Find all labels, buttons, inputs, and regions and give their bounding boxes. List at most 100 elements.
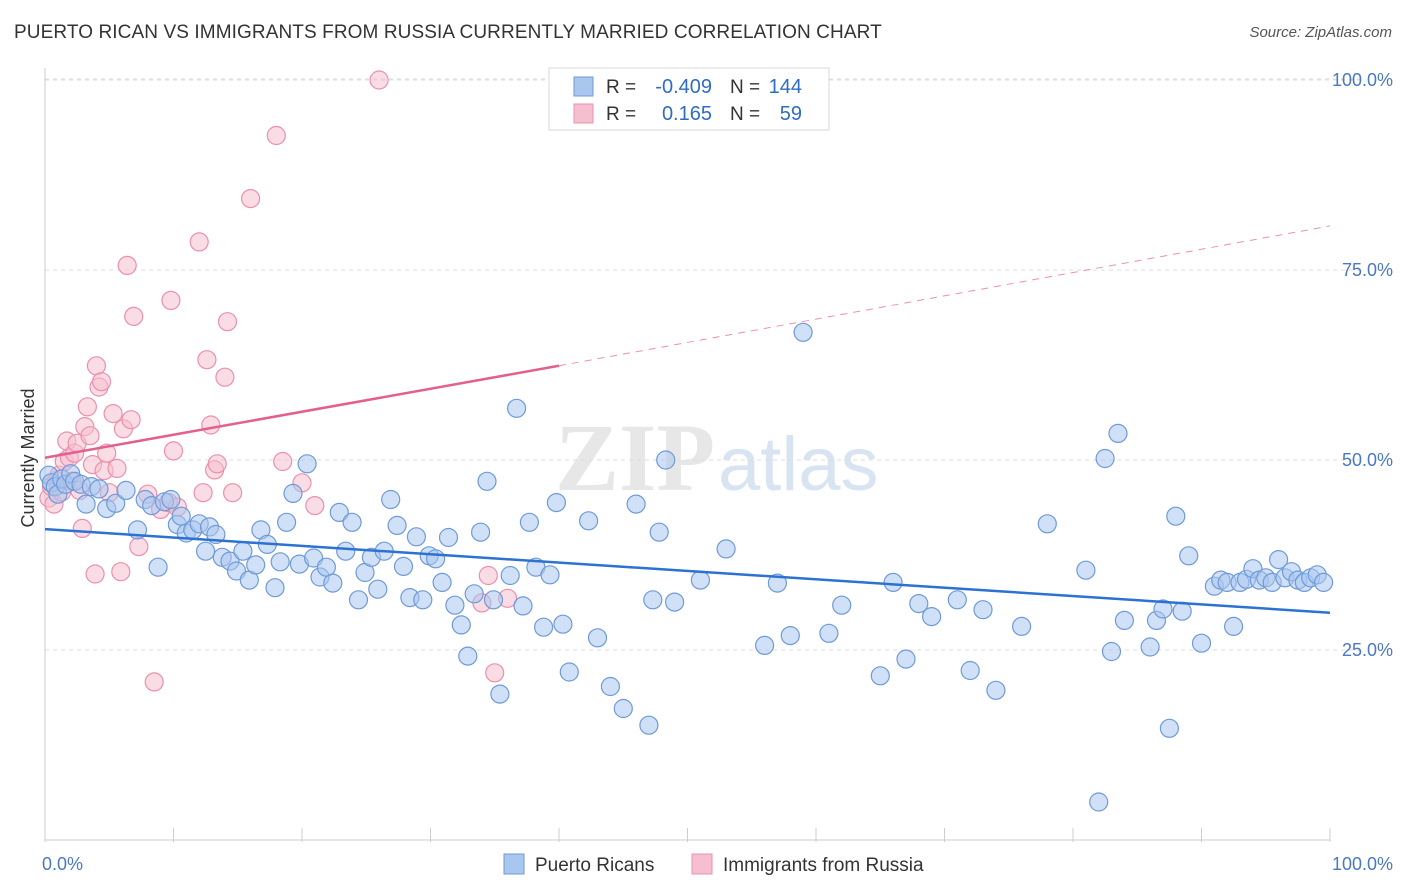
- russia-point-47: [217, 312, 238, 332]
- puerto-rican-point-103: [896, 649, 916, 669]
- puerto-rican-point-107: [960, 660, 980, 681]
- legend-r-label-1: R =: [606, 77, 636, 98]
- puerto-rican-point-78: [533, 617, 554, 637]
- russia-point-30: [121, 410, 141, 430]
- puerto-rican-point-53: [368, 579, 388, 599]
- series-legend: Puerto Ricans Immigrants from Russia: [503, 853, 924, 876]
- russia-point-29: [117, 255, 137, 275]
- puerto-rican-point-60: [413, 590, 433, 610]
- puerto-rican-point-20: [161, 489, 181, 510]
- puerto-rican-point-100: [832, 595, 852, 615]
- puerto-rican-point-62: [426, 549, 446, 569]
- puerto-rican-point-74: [506, 398, 527, 418]
- puerto-rican-point-118: [1140, 637, 1160, 657]
- puerto-rican-point-9: [76, 494, 96, 514]
- russia-point-27: [111, 562, 131, 582]
- russia-point-31: [124, 306, 144, 326]
- puerto-rican-point-83: [578, 511, 599, 531]
- puerto-rican-point-122: [1166, 506, 1186, 526]
- watermark-zip: ZIP: [555, 404, 715, 511]
- russia-point-13: [72, 518, 92, 539]
- puerto-rican-point-81: [553, 614, 573, 634]
- puerto-rican-point-93: [690, 570, 711, 590]
- bottom-legend-swatch-blue: [503, 853, 525, 875]
- trend-lines: [44, 225, 1331, 615]
- puerto-rican-point-85: [600, 676, 621, 697]
- russia-point-43: [201, 415, 221, 435]
- puerto-rican-point-111: [1037, 514, 1057, 534]
- puerto-rican-point-72: [490, 684, 510, 704]
- puerto-rican-point-136: [1268, 549, 1289, 570]
- puerto-rican-point-120: [1153, 599, 1173, 619]
- y-tick-label-3: 100.0%: [1332, 70, 1393, 90]
- puerto-rican-point-46: [323, 573, 343, 593]
- y-axis-label: Currently Married: [18, 388, 38, 527]
- chart-title: PUERTO RICAN VS IMMIGRANTS FROM RUSSIA C…: [14, 22, 882, 43]
- puerto-rican-point-11: [89, 479, 109, 499]
- puerto-rican-point-91: [656, 450, 676, 470]
- puerto-rican-point-40: [283, 483, 303, 503]
- trend-line-puerto-ricans: [44, 527, 1331, 615]
- puerto-rican-point-104: [909, 593, 929, 614]
- trend-line-russia-solid: [44, 364, 560, 459]
- puerto-rican-point-109: [986, 680, 1006, 700]
- puerto-rican-point-47: [329, 502, 349, 523]
- russia-point-54: [369, 70, 389, 90]
- legend-swatch-pink: [573, 103, 594, 124]
- russia-point-21: [91, 372, 112, 392]
- grid: [45, 78, 1365, 651]
- puerto-rican-point-143: [1313, 572, 1334, 593]
- puerto-rican-point-45: [316, 557, 336, 577]
- puerto-rican-point-14: [116, 480, 136, 500]
- puerto-rican-point-66: [451, 615, 471, 635]
- puerto-rican-point-82: [559, 662, 579, 682]
- puerto-rican-point-89: [643, 590, 663, 610]
- puerto-rican-point-86: [613, 698, 633, 719]
- russia-point-45: [207, 454, 227, 474]
- source-label: Source: ZipAtlas.com: [1249, 24, 1392, 41]
- puerto-rican-point-73: [500, 565, 520, 586]
- russia-point-46: [215, 367, 235, 387]
- puerto-rican-point-50: [348, 590, 369, 610]
- puerto-rican-point-32: [233, 541, 253, 561]
- puerto-rican-point-88: [639, 715, 659, 735]
- legend-n-value-1: 144: [769, 76, 802, 98]
- puerto-rican-point-37: [265, 578, 285, 598]
- puerto-rican-point-99: [819, 623, 839, 643]
- x-tick-label-0: 0.0%: [42, 854, 83, 874]
- puerto-rican-point-102: [883, 572, 903, 593]
- puerto-rican-point-114: [1095, 448, 1115, 469]
- legend-swatch-blue: [573, 76, 594, 97]
- puerto-rican-point-67: [458, 646, 478, 666]
- puerto-rican-point-121: [1159, 718, 1180, 738]
- puerto-rican-point-123: [1172, 601, 1192, 621]
- correlation-legend: R = -0.409 N = 144 R = 0.165 N = 59: [548, 67, 830, 131]
- y-tick-label-1: 50.0%: [1342, 450, 1393, 470]
- puerto-rican-point-71: [483, 590, 504, 610]
- y-tick-label-0: 25.0%: [1342, 640, 1393, 660]
- puerto-rican-point-64: [438, 527, 459, 548]
- russia-point-48: [223, 483, 243, 503]
- puerto-rican-point-63: [432, 572, 452, 593]
- puerto-rican-point-116: [1108, 423, 1128, 443]
- puerto-rican-point-42: [297, 454, 317, 474]
- watermark-atlas: atlas: [718, 422, 879, 507]
- legend-r-value-1: -0.409: [655, 76, 712, 98]
- puerto-rican-point-76: [519, 512, 540, 532]
- puerto-rican-point-84: [587, 628, 608, 648]
- puerto-rican-point-65: [445, 595, 465, 615]
- y-tick-label-2: 75.0%: [1342, 260, 1393, 280]
- russia-point-49: [241, 189, 261, 209]
- series-puerto-ricans: [39, 322, 1334, 812]
- russia-point-16: [80, 426, 100, 446]
- puerto-rican-point-98: [793, 322, 813, 342]
- russia-point-34: [144, 672, 164, 692]
- puerto-rican-point-125: [1191, 633, 1212, 653]
- russia-point-40: [189, 232, 209, 252]
- puerto-rican-point-96: [767, 573, 788, 593]
- puerto-rican-point-113: [1089, 792, 1109, 812]
- russia-point-25: [103, 404, 123, 424]
- puerto-rican-point-69: [471, 522, 491, 542]
- series-immigrants-from-russia: [39, 70, 518, 692]
